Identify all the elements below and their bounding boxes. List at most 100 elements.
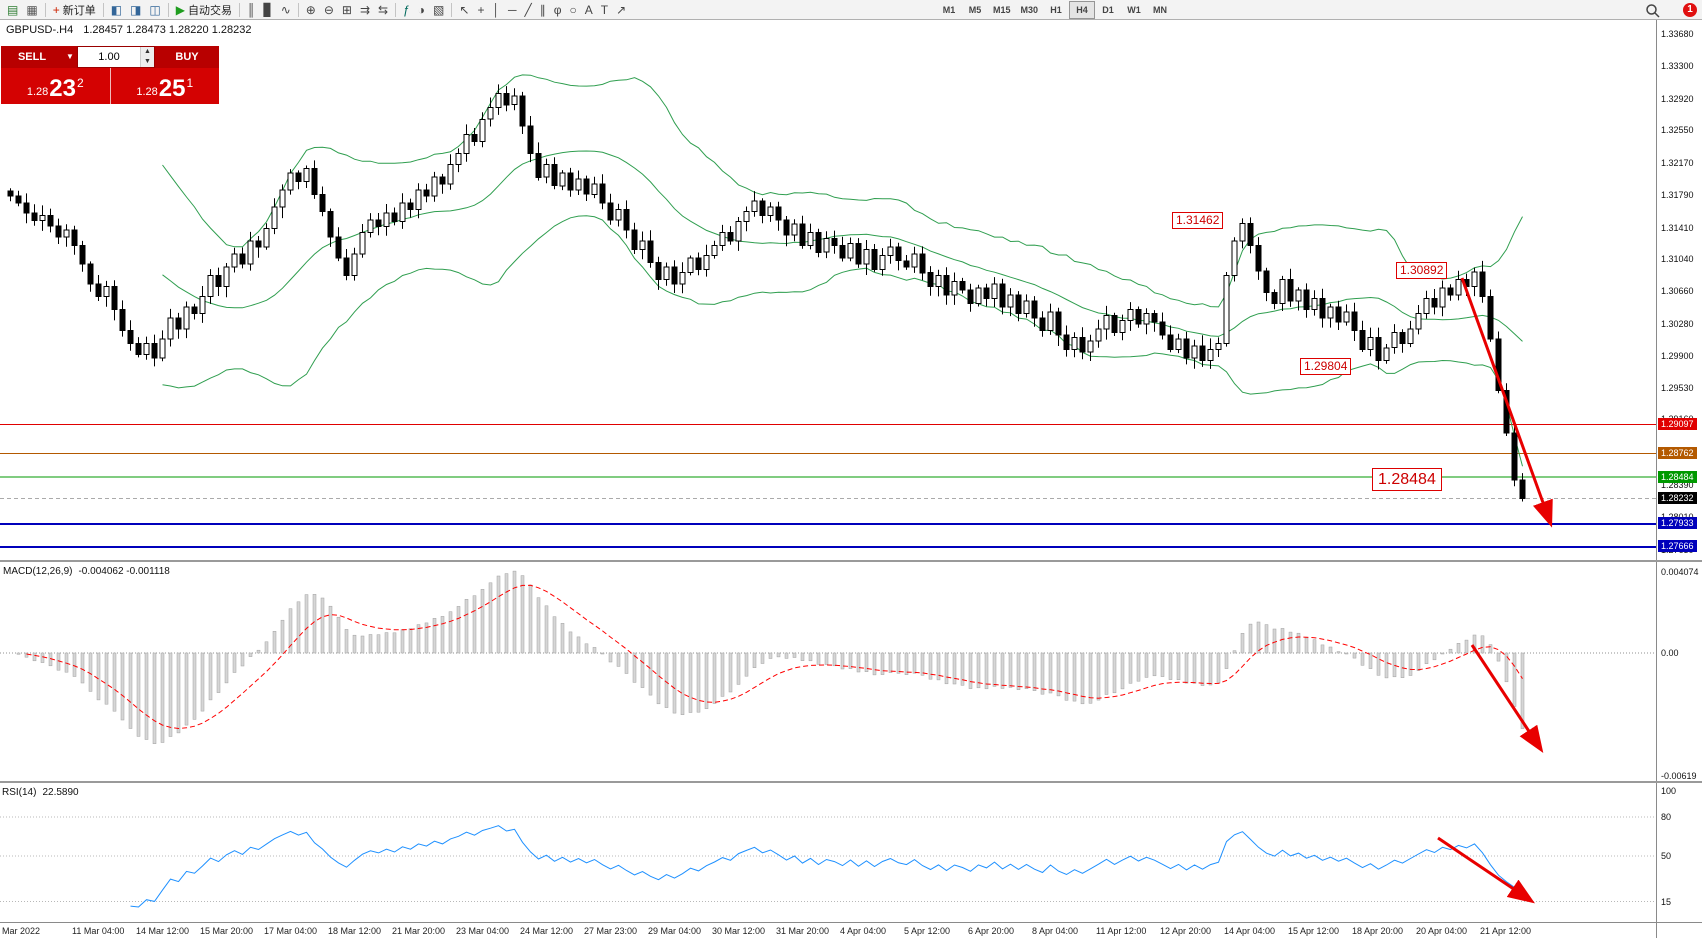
auto-scroll-button[interactable]: ⇉ <box>356 1 374 19</box>
buy-button[interactable]: BUY <box>155 46 219 68</box>
rsi-panel-splitter[interactable] <box>0 781 1702 783</box>
volume-input[interactable] <box>78 47 140 67</box>
volume-down-button[interactable]: ▼ <box>140 57 154 67</box>
chart-title: GBPUSD-.H4 1.28457 1.28473 1.28220 1.2823… <box>6 24 251 36</box>
vertical-line-icon: │ <box>492 2 500 17</box>
price-scale-border <box>1656 20 1657 938</box>
new-order-label: 新订单 <box>62 4 96 17</box>
rsi-title: RSI(14) 22.5890 <box>2 787 79 798</box>
horizontal-line-button[interactable]: ─ <box>504 1 521 19</box>
data-window-icon: ◨ <box>130 2 142 17</box>
volume-up-button[interactable]: ▲ <box>140 47 154 57</box>
ohlc-values: 1.28457 1.28473 1.28220 1.28232 <box>83 24 252 36</box>
navigator-button[interactable]: ◫ <box>145 1 164 19</box>
chart-bars-icon: ║ <box>246 2 256 17</box>
zoom-out-button[interactable]: ⊖ <box>320 1 338 19</box>
profiles-icon: ▦ <box>26 2 38 17</box>
templates-icon: ▧ <box>433 2 445 17</box>
market-watch-button[interactable]: ◧ <box>107 1 126 19</box>
chart-shift-button[interactable]: ⇆ <box>374 1 392 19</box>
timeframe-h1-button[interactable]: H1 <box>1043 1 1069 19</box>
search-icon[interactable] <box>1645 3 1660 23</box>
text-icon: A <box>584 2 593 17</box>
new-chart-button[interactable]: ▤ <box>3 1 22 19</box>
toolbar-separator <box>451 2 453 17</box>
chart-line-button[interactable]: ∿ <box>277 1 295 19</box>
chart-candles-button[interactable]: ▊ <box>259 1 276 19</box>
profiles-button[interactable]: ▦ <box>22 1 41 19</box>
zoom-out-icon: ⊖ <box>323 2 334 17</box>
timeframe-bar: M1 M5 M15 M30 H1 H4 D1 W1 MN <box>936 1 1173 19</box>
macd-panel-splitter[interactable] <box>0 560 1702 562</box>
timeframe-m1-button[interactable]: M1 <box>936 1 962 19</box>
timeframe-m15-button[interactable]: M15 <box>988 1 1016 19</box>
chart-line-icon: ∿ <box>280 2 291 17</box>
shapes-icon: ○ <box>569 2 577 17</box>
cursor-icon: ↖ <box>459 2 470 17</box>
indicators-button[interactable]: ƒ <box>399 1 414 19</box>
horizontal-line-icon: ─ <box>507 2 517 17</box>
buy-price[interactable]: 1.28 25 1 <box>109 68 220 104</box>
shapes-button[interactable]: ○ <box>565 1 580 19</box>
toolbar-separator <box>167 2 169 17</box>
macd-title: MACD(12,26,9) -0.004062 -0.001118 <box>3 566 170 577</box>
channel-button[interactable]: ∥ <box>536 1 550 19</box>
toolbar-separator <box>44 2 46 17</box>
text-label-button[interactable]: T <box>597 1 612 19</box>
trendline-button[interactable]: ╱ <box>520 1 535 19</box>
new-chart-icon: ▤ <box>7 2 19 17</box>
notification-badge[interactable]: 1 <box>1683 3 1697 17</box>
sell-price-sup: 2 <box>76 76 84 90</box>
one-click-trading-panel: SELL ▼ ▲ ▼ BUY 1.28 23 2 1.28 25 1 <box>1 46 219 104</box>
new-order-button[interactable]: + 新订单 <box>49 1 100 19</box>
tile-windows-button[interactable]: ⊞ <box>338 1 356 19</box>
indicators-icon: ƒ <box>403 2 410 17</box>
buy-price-big: 25 <box>158 75 186 102</box>
new-order-icon: + <box>52 2 60 17</box>
tile-windows-icon: ⊞ <box>341 2 352 17</box>
rsi-name: RSI(14) <box>2 787 37 798</box>
periods-button[interactable]: ◑ <box>414 1 429 19</box>
timeframe-mn-button[interactable]: MN <box>1147 1 1173 19</box>
macd-values: -0.004062 -0.001118 <box>78 566 170 577</box>
zoom-in-button[interactable]: ⊕ <box>302 1 320 19</box>
chart-bars-button[interactable]: ║ <box>243 1 260 19</box>
chart-candles-icon: ▊ <box>263 2 273 17</box>
rsi-value: 22.5890 <box>42 787 79 798</box>
trendline-icon: ╱ <box>524 2 532 17</box>
crosshair-button[interactable]: + <box>473 1 488 19</box>
arrows-tool-button[interactable]: ↗ <box>612 1 630 19</box>
autotrading-label: 自动交易 <box>187 4 232 17</box>
buy-price-small: 1.28 <box>136 86 158 98</box>
autotrading-button[interactable]: ▶ 自动交易 <box>172 1 236 19</box>
sell-price-small: 1.28 <box>26 86 49 98</box>
sell-price[interactable]: 1.28 23 2 <box>1 68 110 104</box>
zoom-in-icon: ⊕ <box>305 2 316 17</box>
toolbar-buttons: ▤ ▦ + 新订单 ◧ ◨ ◫ ▶ 自动交易 ║ ▊ ∿ ⊕ ⊖ ⊞ ⇉ ⇆ ƒ ◑ ▧ ↖ + │ ─ ╱ ∥ φ ○ A T ↗ <box>3 0 630 20</box>
templates-button[interactable]: ▧ <box>429 1 448 19</box>
toolbar-separator <box>238 2 240 17</box>
timeframe-d1-button[interactable]: D1 <box>1095 1 1121 19</box>
cursor-button[interactable]: ↖ <box>455 1 473 19</box>
buy-price-sup: 1 <box>186 76 194 90</box>
timeframe-w1-button[interactable]: W1 <box>1121 1 1147 19</box>
timeframe-m30-button[interactable]: M30 <box>1016 1 1044 19</box>
navigator-icon: ◫ <box>149 2 161 17</box>
toolbar-separator <box>102 2 104 17</box>
market-watch-icon: ◧ <box>110 2 123 17</box>
trade-panel-dropdown-icon[interactable]: ▼ <box>63 46 77 68</box>
timeframe-h4-button[interactable]: H4 <box>1069 1 1096 19</box>
toolbar: ▤ ▦ + 新订单 ◧ ◨ ◫ ▶ 自动交易 ║ ▊ ∿ ⊕ ⊖ ⊞ ⇉ ⇆ ƒ ◑ ▧ ↖ + │ ─ ╱ ∥ φ ○ A T ↗ M1 M… <box>0 0 1702 20</box>
periods-icon: ◑ <box>417 2 426 17</box>
timeframe-m5-button[interactable]: M5 <box>962 1 988 19</box>
sell-button[interactable]: SELL <box>1 46 63 68</box>
time-axis-border <box>0 922 1702 923</box>
vertical-line-button[interactable]: │ <box>488 1 504 19</box>
data-window-button[interactable]: ◨ <box>126 1 145 19</box>
fibonacci-button[interactable]: φ <box>550 1 566 19</box>
text-button[interactable]: A <box>581 1 597 19</box>
crosshair-icon: + <box>477 2 485 17</box>
toolbar-separator <box>395 2 397 17</box>
